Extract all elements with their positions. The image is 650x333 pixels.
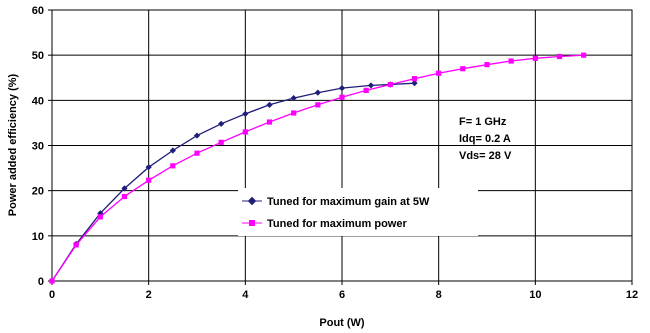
data-point (411, 76, 418, 82)
data-point (315, 102, 321, 108)
data-point (218, 120, 225, 127)
gridlines (48, 9, 633, 285)
data-point (266, 119, 273, 125)
series-layer (48, 52, 587, 285)
legend-item-power: Tuned for maximum power (242, 218, 407, 230)
data-point (363, 87, 369, 93)
y-axis-title: Power added efficiency (%) (7, 73, 19, 216)
annotation-idq: Idq= 0.2 A (459, 133, 511, 145)
x-tick-label: 12 (626, 289, 638, 301)
data-point (436, 70, 442, 76)
tick-labels: 0 10 20 30 40 50 60 0 2 4 6 8 10 12 (32, 5, 638, 301)
series-2 (49, 52, 587, 284)
data-point (97, 214, 103, 220)
data-point (460, 66, 466, 72)
data-point (339, 94, 345, 100)
data-point (532, 55, 538, 61)
x-tick-label: 8 (436, 289, 442, 301)
data-point (556, 53, 563, 60)
y-tick-label: 10 (32, 231, 44, 243)
series-line (51, 82, 415, 282)
data-point (194, 150, 200, 156)
x-tick-label: 4 (242, 289, 249, 301)
data-point (387, 81, 393, 88)
y-tick-label: 30 (32, 141, 44, 153)
legend-box (238, 188, 478, 236)
data-point (291, 110, 297, 116)
data-point (49, 278, 55, 284)
x-tick-label: 2 (146, 289, 152, 301)
data-point (508, 58, 514, 64)
x-tick-label: 10 (529, 289, 541, 301)
x-axis-title: Pout (W) (319, 317, 365, 329)
data-point (170, 163, 176, 169)
data-point (242, 129, 248, 135)
y-tick-label: 60 (32, 5, 44, 17)
annotation-frequency: F= 1 GHz (459, 116, 507, 128)
legend-label-gain: Tuned for maximum gain at 5W (267, 196, 430, 208)
y-tick-label: 0 (38, 276, 44, 288)
data-point (218, 139, 224, 145)
legend: Tuned for maximum gain at 5W Tuned for m… (238, 188, 478, 236)
y-tick-label: 20 (32, 186, 44, 198)
y-tick-label: 40 (32, 95, 44, 107)
data-point (484, 62, 490, 68)
legend-marker-gain (247, 196, 257, 206)
data-point (242, 110, 249, 117)
y-tick-label: 50 (32, 50, 44, 62)
legend-marker-power (249, 220, 255, 226)
x-tick-label: 0 (49, 289, 55, 301)
data-point (581, 52, 587, 58)
data-point (73, 242, 79, 248)
data-point (121, 193, 128, 200)
annotation-block: F= 1 GHz Idq= 0.2 A Vds= 28 V (459, 116, 512, 162)
legend-item-gain: Tuned for maximum gain at 5W (242, 196, 430, 208)
annotation-vds: Vds= 28 V (459, 150, 512, 162)
legend-label-power: Tuned for maximum power (267, 218, 407, 230)
data-point (146, 177, 152, 183)
x-tick-label: 6 (339, 289, 345, 301)
